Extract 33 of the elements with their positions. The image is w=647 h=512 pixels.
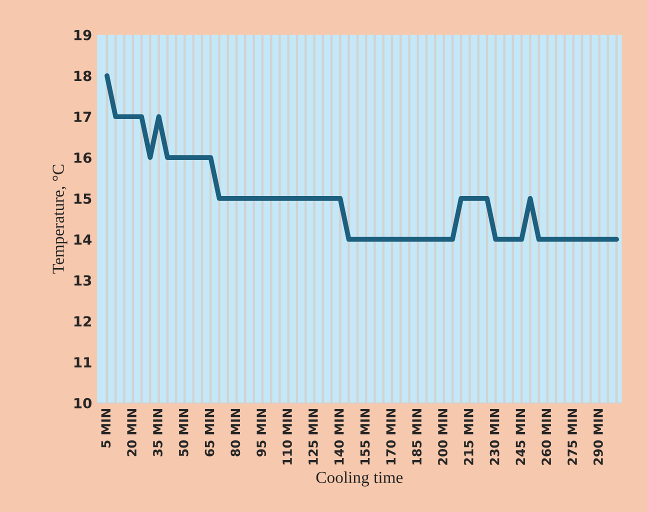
y-tick-label: 13 [74, 275, 92, 286]
y-tick-label: 19 [74, 30, 92, 40]
y-tick-label: 10 [74, 398, 92, 408]
x-tick-label: 185 MIN [412, 408, 422, 464]
x-tick-label: 65 MIN [204, 408, 214, 456]
y-tick-label: 15 [74, 194, 92, 204]
x-axis-title: Cooling time [316, 471, 403, 487]
x-tick-label: 275 MIN [568, 408, 578, 465]
x-tick-label: 35 MIN [152, 408, 162, 456]
x-tick-label: 230 MIN [490, 408, 500, 465]
x-tick-label: 140 MIN [334, 408, 344, 464]
x-tick-label: 155 MIN [360, 408, 370, 464]
x-tick-label: 170 MIN [386, 408, 396, 464]
x-tick-label: 80 MIN [230, 408, 240, 456]
y-tick-label: 18 [74, 70, 92, 82]
y-tick-label: 11 [74, 357, 92, 368]
x-tick-label: 95 MIN [256, 408, 266, 456]
y-axis-title: Temperature, °C [52, 164, 68, 274]
x-tick-label: 50 MIN [178, 408, 188, 456]
y-tick-label: 17 [74, 112, 92, 122]
x-tick-label: 125 MIN [308, 408, 318, 464]
x-tick-label: 20 MIN [127, 408, 137, 456]
x-tick-label: 5 MIN [101, 408, 111, 448]
y-tick-label: 12 [74, 316, 91, 326]
x-tick-label: 290 MIN [593, 408, 603, 465]
line-series [104, 73, 620, 242]
x-tick-label: 260 MIN [542, 408, 552, 465]
x-tick-label: 245 MIN [516, 408, 526, 465]
x-tick-label: 110 MIN [282, 408, 292, 464]
y-tick-label: 14 [74, 234, 92, 245]
y-tick-label: 16 [74, 152, 92, 163]
x-tick-label: 200 MIN [438, 408, 448, 465]
x-tick-label: 215 MIN [464, 408, 474, 465]
